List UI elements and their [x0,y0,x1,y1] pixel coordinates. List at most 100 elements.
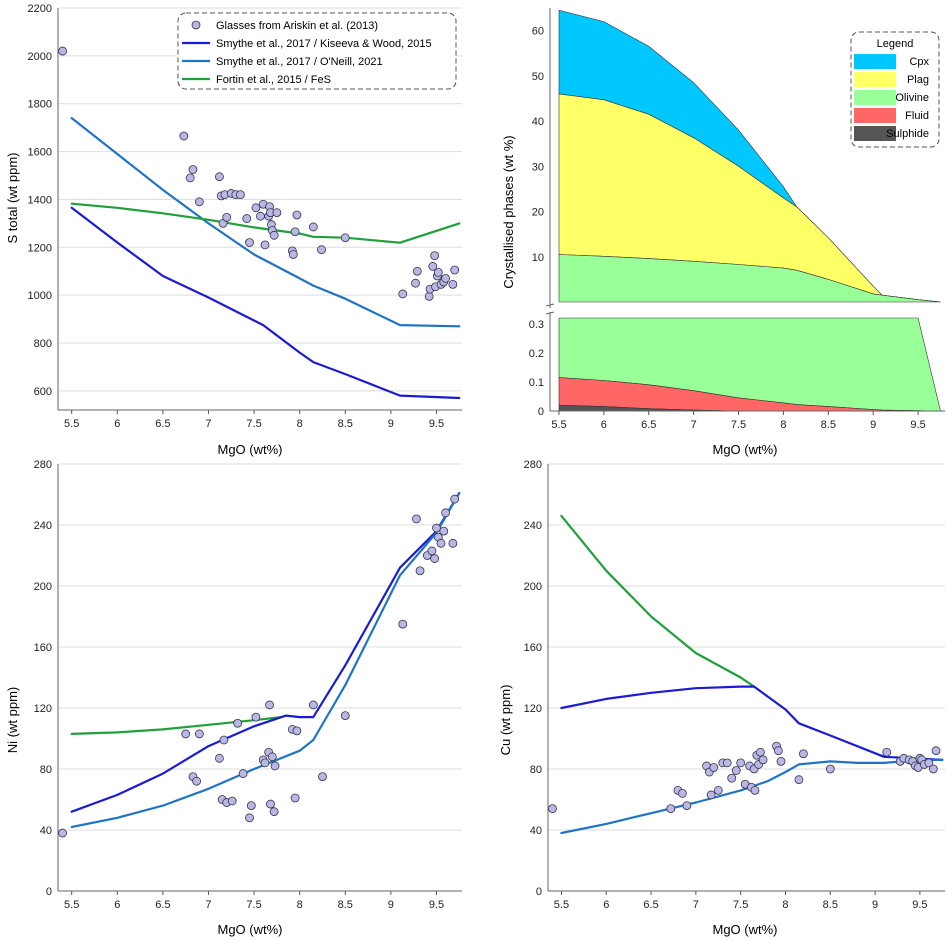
cu-glass-point [731,766,741,775]
s_total-glass-point [450,265,460,275]
ni-ytick-label: 120 [34,703,52,715]
s_total-xtick-label: 9 [388,418,394,430]
cu-glass-point [776,756,786,766]
s_total-glass-point [188,165,198,174]
cu-glass-point [931,746,941,756]
ni-glass-point [290,793,300,803]
cu-glass-point [794,775,804,785]
cu-glass-point [548,804,557,814]
ni-ytick-label: 40 [40,825,52,837]
s_total-glass-point [398,289,408,299]
s_total-xtick-label: 8.5 [338,418,353,430]
ni-ytick-label: 200 [34,581,52,593]
legend-label-oneill: Smythe et al., 2017 / O'Neill, 2021 [216,56,383,68]
ni-ytick-label: 280 [34,459,52,471]
cu-ytick-label: 160 [524,642,542,654]
phases-xtick-label: 5.5 [551,419,566,431]
phases-ytick-label: 0.1 [529,377,544,389]
s_total-glass-point [428,262,438,271]
chart-s-total: 600 800 1000 1200 1400 1600 1800 2000 2200 5.5 6 6.… [5,3,462,457]
s_total-glass-point [269,230,279,240]
s_total-glass-point [242,214,252,223]
phases-xtick-label: 7 [691,419,697,431]
ni-glass-point [267,752,277,762]
cu-xtick-label: 9 [872,899,878,911]
phases-xtick-label: 6 [601,419,607,431]
cu-xtick-label: 6.5 [643,899,658,911]
cu-xtick-label: 9.5 [912,899,927,911]
legend-label-fluid: Fluid [905,110,929,122]
s_total-xtick-label: 5.5 [64,418,79,430]
cu-glass-point [727,773,737,783]
s_total-ytick-label: 1600 [28,147,52,159]
ni-glass-point [233,718,243,728]
ni-glass-point [398,619,408,629]
cu-line-fortin [560,514,756,688]
cu-glass-point [736,758,746,768]
ni-glass-point [318,772,327,782]
ni-ytick-label: 160 [34,642,52,654]
ni-line-fortin [70,715,283,736]
ni-glass-point [441,508,450,518]
s_total-ytick-label: 1400 [28,194,52,206]
phases-ytick-label: 10 [532,252,544,264]
phases-ytick-label: 50 [532,71,544,83]
legend-swatch-olivine [854,90,896,105]
ni-glass-point [340,711,350,721]
s_total-glass-point [292,210,302,220]
phases-xtick-label: 9.5 [910,419,925,431]
ni-xlabel: MgO (wt%) [218,922,283,937]
cu-glass-point [750,785,760,795]
s_total-ytick-label: 2000 [28,51,52,63]
cu-xlabel: MgO (wt%) [713,922,778,937]
s_total-xtick-label: 8 [297,418,303,430]
ni-glass-point [266,799,275,809]
s_total-glass-point [251,203,261,213]
chart-crystallised-phases: 10 20 30 40 50 60 0 0.1 0.2 0.3 5.5 6 6.5 7 7.5 8 8.5 9 9.… [501,8,945,457]
s_total-ytick-label: 1800 [28,99,52,111]
cu-glass-point [666,804,676,814]
cu-ytick-label: 80 [530,764,542,776]
cu-glass-point [682,801,692,810]
ni-xtick-label: 6 [114,899,120,911]
cu-ytick-label: 40 [530,825,542,837]
legend-swatch-fluid [854,108,896,123]
ni-glass-point [448,538,458,548]
ni-glass-point [181,729,191,739]
cu-ytick-label: 120 [524,703,542,715]
ni-glass-point [265,700,274,710]
s_total-line-kiseeva [70,206,461,400]
ni-glass-point [219,735,229,745]
ni-glass-point [227,796,237,806]
legend-label-sulphide: Sulphide [886,128,929,140]
legend-marker-glasses [191,20,201,30]
legend-label-plag: Plag [907,74,929,86]
phases-xtick-label: 8 [780,419,786,431]
cu-glass-point [924,758,934,768]
s_total-ytick-label: 800 [34,338,52,350]
s_total-ytick-label: 2200 [28,3,52,15]
legend-label-olivine: Olivine [895,92,929,104]
phases-ytick-label: 0.3 [529,319,544,331]
ni-line-kiseeva [70,491,461,813]
s_total-glass-point [256,211,265,221]
ni-glass-point [215,753,224,763]
s_total-glass-point [185,173,195,183]
ni-ytick-label: 0 [46,886,52,898]
ni-xtick-label: 8.5 [338,899,353,911]
phases-xlabel: MgO (wt%) [713,442,778,457]
s_total-glass-point [411,278,420,288]
s_total-xtick-label: 6 [114,418,120,430]
ni-glass-point [415,566,425,576]
cu-xtick-label: 5.5 [554,899,569,911]
ni-glass-point [436,538,446,548]
cu-line-oneill [560,758,944,835]
cu-ytick-label: 280 [524,459,542,471]
ni-xtick-label: 9 [388,899,394,911]
s_total-glass-point [272,208,282,217]
s_total-xtick-label: 6.5 [155,418,170,430]
legend-swatch-cpx [854,54,896,69]
s_total-glass-point [441,273,450,283]
